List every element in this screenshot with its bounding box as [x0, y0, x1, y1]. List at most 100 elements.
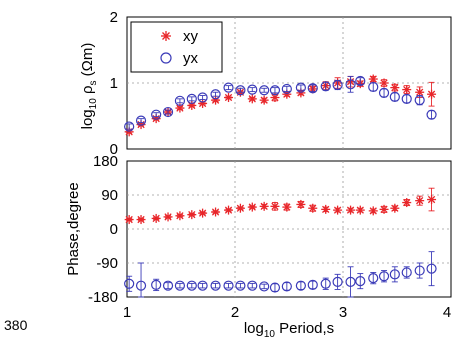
marker-asterisk [390, 203, 400, 213]
data-point-yx [368, 271, 379, 285]
data-point-xy [259, 201, 269, 211]
data-point-xy [379, 204, 389, 214]
ytick-label: 1 [110, 75, 118, 92]
marker-circle [426, 109, 437, 120]
data-point-yx [414, 95, 425, 106]
ytick-label: 0 [110, 221, 118, 238]
marker-circle [151, 279, 162, 291]
xtick-label: 2 [231, 304, 239, 321]
marker-circle [269, 85, 281, 96]
marker-circle [368, 273, 379, 284]
marker-asterisk [368, 74, 378, 84]
marker-circle [151, 109, 162, 120]
data-point-yx [307, 279, 318, 291]
marker-circle [401, 93, 412, 104]
data-point-yx [162, 280, 174, 291]
data-point-yx [320, 277, 331, 290]
data-point-xy [224, 93, 234, 103]
data-point-xy [259, 95, 269, 105]
marker-circle [345, 79, 356, 90]
marker-asterisk [355, 205, 365, 215]
data-point-yx [259, 281, 270, 292]
marker-asterisk [224, 205, 234, 215]
data-point-yx [135, 262, 147, 298]
marker-circle [124, 278, 135, 289]
marker-circle [389, 269, 400, 280]
data-point-xy [124, 215, 134, 225]
marker-asterisk [296, 199, 306, 209]
data-point-yx [210, 89, 221, 100]
marker-circle [174, 95, 186, 106]
ytick-label: -180 [88, 289, 118, 306]
xtick-label: 3 [339, 304, 347, 321]
data-point-yx [355, 273, 366, 290]
marker-circle [162, 106, 174, 118]
marker-circle [247, 280, 258, 291]
data-point-yx [332, 273, 343, 290]
data-point-yx [378, 270, 390, 283]
marker-circle [186, 280, 197, 291]
data-point-yx [186, 93, 197, 104]
data-point-yx [247, 280, 258, 291]
data-point-xy [308, 203, 318, 213]
phase-y-ticks: 180 90 0 -90 -180 [88, 153, 118, 306]
data-point-yx [235, 85, 246, 96]
marker-asterisk [224, 93, 234, 103]
data-point-yx [247, 84, 258, 95]
marker-circle [174, 280, 186, 291]
marker-circle [320, 81, 331, 92]
data-point-yx [151, 109, 162, 120]
marker-asterisk [198, 208, 208, 218]
data-point-yx [345, 75, 356, 93]
marker-circle [320, 278, 331, 289]
data-point-yx [378, 87, 390, 99]
marker-circle [426, 263, 437, 274]
marker-circle [259, 281, 270, 292]
data-point-xy [296, 199, 306, 209]
marker-asterisk [136, 215, 146, 225]
data-point-xy [346, 205, 356, 215]
marker-asterisk [308, 203, 318, 213]
marker-circle [295, 82, 306, 93]
marker-asterisk [259, 95, 269, 105]
ytick-label: 90 [101, 187, 118, 204]
marker-asterisk [427, 89, 437, 99]
marker-circle [269, 282, 281, 293]
data-point-xy [427, 81, 437, 107]
ytick-label: -90 [96, 255, 118, 272]
data-point-xy [247, 94, 257, 104]
data-point-yx [269, 85, 281, 96]
data-point-xy [175, 211, 185, 221]
data-point-xy [282, 202, 292, 212]
marker-circle [259, 85, 270, 96]
marker-asterisk [211, 207, 221, 217]
marker-circle [197, 92, 208, 103]
marker-circle [355, 276, 366, 287]
legend-xy-marker [161, 31, 171, 41]
data-point-yx [197, 280, 208, 291]
marker-asterisk [163, 212, 173, 222]
ytick-label: 2 [110, 9, 118, 26]
marker-asterisk [321, 204, 331, 214]
data-point-yx [151, 278, 162, 292]
marker-circle [186, 93, 197, 104]
data-point-yx [124, 275, 135, 292]
data-point-yx [320, 81, 331, 92]
data-point-yx [269, 282, 281, 293]
marker-circle [414, 95, 425, 106]
data-point-yx [197, 92, 208, 103]
data-point-xy [282, 89, 292, 99]
resistivity-panel: 2 1 0 xy yx log10 ρs (Ωm) [79, 9, 452, 158]
data-point-yx [426, 251, 437, 287]
data-point-xy [368, 206, 378, 216]
data-point-xy [163, 212, 173, 222]
marker-circle [307, 83, 318, 94]
phase-data [124, 187, 437, 298]
marker-circle [235, 85, 246, 96]
marker-circle [162, 280, 174, 291]
data-point-xy [270, 201, 280, 211]
marker-asterisk [175, 211, 185, 221]
marker-circle [281, 83, 292, 95]
marker-asterisk [282, 202, 292, 212]
data-point-yx [295, 82, 306, 93]
